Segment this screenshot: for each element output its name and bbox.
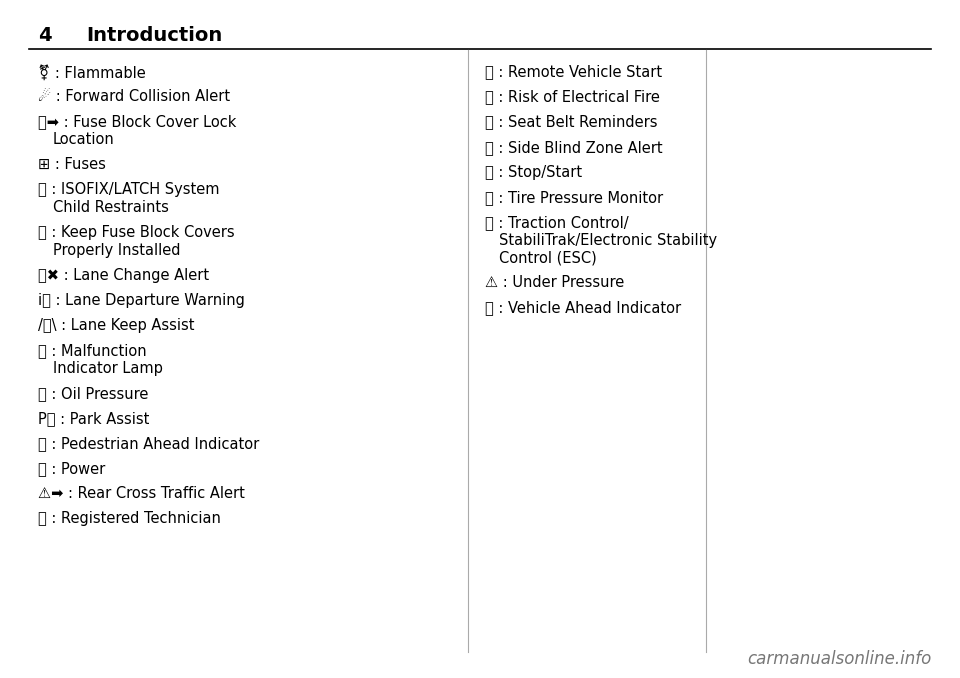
- Text: 🔒➡ : Fuse Block Cover Lock: 🔒➡ : Fuse Block Cover Lock: [38, 115, 237, 129]
- Text: 🪩 : Oil Pressure: 🪩 : Oil Pressure: [38, 386, 149, 401]
- Text: ⌛ : Tire Pressure Monitor: ⌛ : Tire Pressure Monitor: [485, 190, 663, 205]
- Text: 🔧 : Malfunction: 🔧 : Malfunction: [38, 343, 147, 358]
- Text: 🛡 : Keep Fuse Block Covers: 🛡 : Keep Fuse Block Covers: [38, 225, 235, 240]
- Text: Ⓐ : Stop/Start: Ⓐ : Stop/Start: [485, 165, 582, 180]
- Text: Indicator Lamp: Indicator Lamp: [53, 361, 162, 376]
- Text: Introduction: Introduction: [86, 26, 223, 45]
- Text: ☄️ : Forward Collision Alert: ☄️ : Forward Collision Alert: [38, 89, 230, 104]
- Text: 🔥 : Risk of Electrical Fire: 🔥 : Risk of Electrical Fire: [485, 89, 660, 104]
- Text: 📌 : Seat Belt Reminders: 📌 : Seat Belt Reminders: [485, 115, 658, 129]
- Text: i⃞ : Lane Departure Warning: i⃞ : Lane Departure Warning: [38, 293, 245, 308]
- Text: 👤 : Registered Technician: 👤 : Registered Technician: [38, 511, 221, 526]
- Text: P🔊 : Park Assist: P🔊 : Park Assist: [38, 411, 150, 426]
- Text: ⚠ : Under Pressure: ⚠ : Under Pressure: [485, 275, 624, 290]
- Text: Child Restraints: Child Restraints: [53, 200, 169, 215]
- Text: 🚗 : Vehicle Ahead Indicator: 🚗 : Vehicle Ahead Indicator: [485, 300, 681, 315]
- Text: Ⓚ : Remote Vehicle Start: Ⓚ : Remote Vehicle Start: [485, 64, 662, 79]
- Text: ⚠➡ : Rear Cross Traffic Alert: ⚠➡ : Rear Cross Traffic Alert: [38, 486, 245, 501]
- Text: 🚶 : Pedestrian Ahead Indicator: 🚶 : Pedestrian Ahead Indicator: [38, 436, 259, 451]
- Text: Properly Installed: Properly Installed: [53, 243, 180, 258]
- Text: 🔧 : Traction Control/: 🔧 : Traction Control/: [485, 215, 629, 230]
- Text: 4: 4: [38, 26, 52, 45]
- Text: Location: Location: [53, 132, 114, 147]
- Text: 👁️ : Side Blind Zone Alert: 👁️ : Side Blind Zone Alert: [485, 140, 662, 155]
- Text: ⚧ : Flammable: ⚧ : Flammable: [38, 64, 146, 81]
- Text: StabiliTrak/Electronic Stability: StabiliTrak/Electronic Stability: [499, 233, 717, 247]
- Text: ⏻ : Power: ⏻ : Power: [38, 461, 106, 476]
- Text: ⛔ : ISOFIX/LATCH System: ⛔ : ISOFIX/LATCH System: [38, 182, 220, 197]
- Text: 🚗✖ : Lane Change Alert: 🚗✖ : Lane Change Alert: [38, 268, 209, 283]
- Text: /🚗\ : Lane Keep Assist: /🚗\ : Lane Keep Assist: [38, 318, 195, 333]
- Text: ⊞ : Fuses: ⊞ : Fuses: [38, 157, 107, 172]
- Text: carmanualsonline.info: carmanualsonline.info: [747, 650, 931, 668]
- Text: Control (ESC): Control (ESC): [499, 250, 597, 265]
